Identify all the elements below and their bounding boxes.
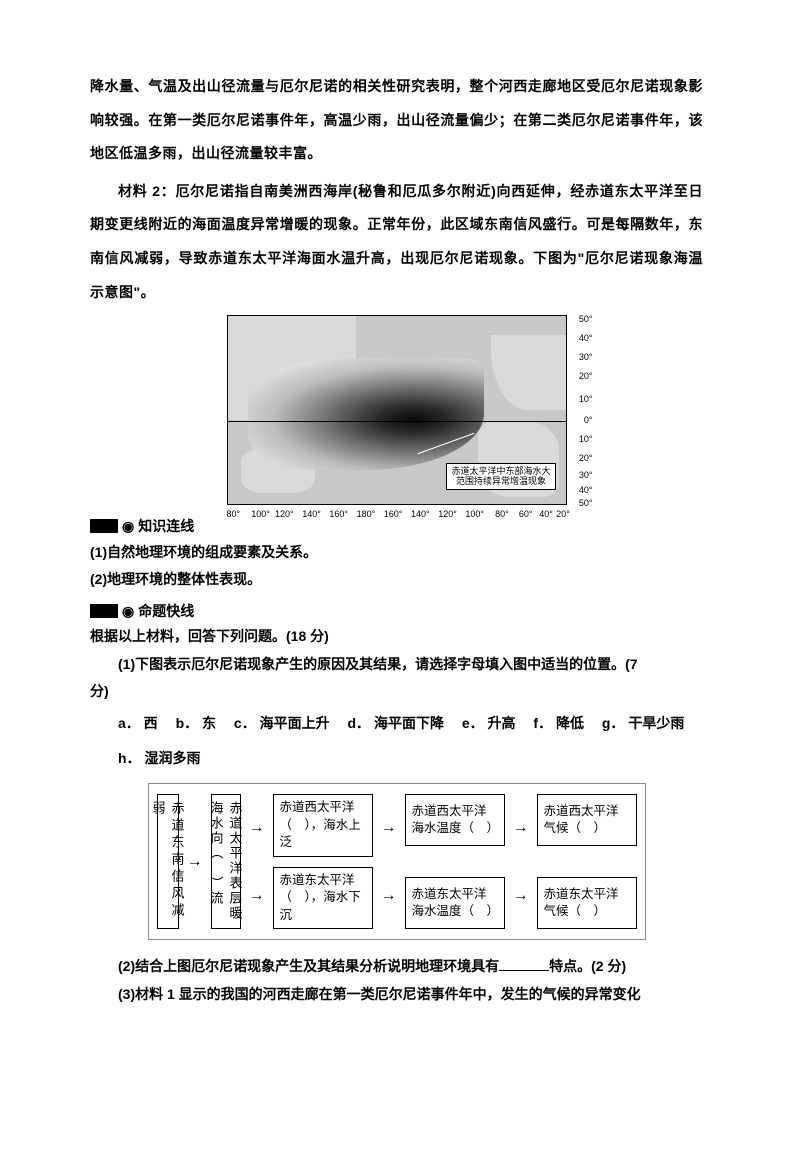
lon-label: 120° bbox=[438, 510, 457, 519]
question-heading: ◉命题快线 bbox=[90, 600, 703, 622]
arrow-icon: → bbox=[511, 819, 531, 837]
lon-label: 100° bbox=[465, 510, 484, 519]
option-h: h． 湿润多雨 bbox=[118, 750, 200, 766]
flowchart: 赤道东南信风减弱 → 赤道太平洋表层暖海水向（ ）流 → → 赤道西太平洋（ ）… bbox=[148, 783, 646, 940]
knowledge-item-2: (2)地理环境的整体性表现。 bbox=[90, 567, 703, 592]
lat-label: 0° bbox=[584, 416, 593, 425]
material-2-lead: 材料 2： bbox=[118, 183, 176, 199]
question-intro: 根据以上材料，回答下列问题。(18 分) bbox=[90, 624, 703, 649]
arrow-icon: → bbox=[247, 887, 267, 905]
flow-cell-e-climate: 赤道东太平洋气候（ ） bbox=[537, 877, 637, 929]
lon-label: 160° bbox=[329, 510, 348, 519]
arrow-icon: → bbox=[247, 819, 267, 837]
option-f: f． 降低 bbox=[533, 715, 584, 731]
lat-label: 40° bbox=[579, 486, 593, 495]
question-title: 命题快线 bbox=[138, 600, 194, 622]
question-2-pre: (2)结合上图厄尔尼诺现象产生及其结果分析说明地理环境具有 bbox=[118, 958, 499, 974]
lat-label: 10° bbox=[579, 395, 593, 404]
lat-label: 50° bbox=[579, 499, 593, 508]
flow-box-wind-weaken: 赤道东南信风减弱 bbox=[157, 794, 179, 929]
lat-label: 40° bbox=[579, 334, 593, 343]
fill-blank[interactable] bbox=[499, 957, 549, 971]
lon-label: 160° bbox=[384, 510, 403, 519]
flow-column-3: 赤道西太平洋气候（ ） 赤道东太平洋气候（ ） bbox=[537, 794, 637, 929]
flow-cell-w-temp: 赤道西太平洋海水温度（ ） bbox=[405, 794, 505, 846]
arrow-column: → → bbox=[511, 794, 531, 929]
question-2: (2)结合上图厄尔尼诺现象产生及其结果分析说明地理环境具有 特点。(2 分) bbox=[90, 954, 703, 979]
options-row-1: a． 西 b． 东 c． 海平面上升 d． 海平面下降 e． 升高 f． 降低 … bbox=[90, 708, 703, 739]
flowchart-figure: 赤道东南信风减弱 → 赤道太平洋表层暖海水向（ ）流 → → 赤道西太平洋（ ）… bbox=[90, 783, 703, 940]
knowledge-title: 知识连线 bbox=[138, 515, 194, 537]
paragraph-2: 材料 2：厄尔尼诺指自南美洲西海岸(秘鲁和厄瓜多尔附近)向西延伸，经赤道东太平洋… bbox=[90, 175, 703, 309]
equator-line bbox=[228, 421, 566, 422]
lon-label: 80° bbox=[226, 510, 240, 519]
heading-bullet-icon: ◉ bbox=[122, 600, 134, 622]
option-d: d． 海平面下降 bbox=[348, 715, 444, 731]
lon-label: 80° bbox=[495, 510, 509, 519]
lat-label: 30° bbox=[579, 471, 593, 480]
flow-cell-w-upwell: 赤道西太平洋（ ），海水上泛 bbox=[273, 794, 373, 857]
option-e: e． 升高 bbox=[462, 715, 516, 731]
flow-box-warm-water: 赤道太平洋表层暖海水向（ ）流 bbox=[211, 794, 241, 929]
lat-label: 30° bbox=[579, 353, 593, 362]
lon-label: 180° bbox=[357, 510, 376, 519]
arrow-icon: → bbox=[379, 887, 399, 905]
arrow-column: → → bbox=[247, 794, 267, 929]
annotation-line-1: 赤道太平洋中东部海水大 bbox=[451, 466, 550, 477]
lon-label: 120° bbox=[275, 510, 294, 519]
map-annotation: 赤道太平洋中东部海水大 范围持续异常增温现象 bbox=[446, 463, 555, 491]
worksheet-page: 降水量、气温及出山径流量与厄尔尼诺的相关性研究表明，整个河西走廊地区受厄尔尼诺现… bbox=[0, 0, 793, 1122]
lat-label: 50° bbox=[579, 315, 593, 324]
option-a: a． 西 bbox=[118, 715, 158, 731]
arrow-icon: → bbox=[379, 819, 399, 837]
material-2-body: 厄尔尼诺指自南美洲西海岸(秘鲁和厄瓜多尔附近)向西延伸，经赤道东太平洋至日期变更… bbox=[90, 183, 703, 300]
flow-cell-e-downwell: 赤道东太平洋（ ），海水下沉 bbox=[273, 867, 373, 930]
map-figure: 赤道太平洋中东部海水大 范围持续异常增温现象 50° 40° 30° 20° 1… bbox=[90, 315, 703, 505]
landmass-namerica bbox=[491, 335, 565, 410]
lon-label: 20° bbox=[556, 510, 570, 519]
question-1-tail: 分) bbox=[90, 679, 703, 704]
paragraph-1: 降水量、气温及出山径流量与厄尔尼诺的相关性研究表明，整个河西走廊地区受厄尔尼诺现… bbox=[90, 70, 703, 171]
flow-column-2: 赤道西太平洋海水温度（ ） 赤道东太平洋海水温度（ ） bbox=[405, 794, 505, 929]
knowledge-item-1: (1)自然地理环境的组成要素及关系。 bbox=[90, 540, 703, 565]
question-3: (3)材料 1 显示的我国的河西走廊在第一类厄尔尼诺事件年中，发生的气候的异常变… bbox=[90, 982, 703, 1007]
warm-sst-anomaly bbox=[248, 358, 485, 471]
lon-label: 140° bbox=[302, 510, 321, 519]
flow-column-1: 赤道西太平洋（ ），海水上泛 赤道东太平洋（ ），海水下沉 bbox=[273, 794, 373, 929]
flow-cell-w-climate: 赤道西太平洋气候（ ） bbox=[537, 794, 637, 846]
options-row-2: h． 湿润多雨 bbox=[90, 743, 703, 774]
annotation-line-2: 范围持续异常增温现象 bbox=[451, 476, 550, 487]
lat-label: 20° bbox=[579, 372, 593, 381]
heading-bullet-icon: ◉ bbox=[122, 515, 134, 537]
sea-temp-map: 赤道太平洋中东部海水大 范围持续异常增温现象 bbox=[227, 315, 567, 505]
option-g: g． 干旱少雨 bbox=[602, 715, 684, 731]
lon-label: 100° bbox=[251, 510, 270, 519]
option-b: b． 东 bbox=[176, 715, 216, 731]
arrow-icon: → bbox=[511, 887, 531, 905]
question-2-post: 特点。(2 分) bbox=[549, 958, 626, 974]
arrow-icon: → bbox=[185, 794, 205, 929]
lon-label: 60° bbox=[519, 510, 533, 519]
option-c: c． 海平面上升 bbox=[234, 715, 330, 731]
heading-block-icon bbox=[90, 519, 118, 533]
arrow-column: → → bbox=[379, 794, 399, 929]
lon-label: 40° bbox=[539, 510, 553, 519]
lat-label: 10° bbox=[579, 435, 593, 444]
lon-label: 140° bbox=[411, 510, 430, 519]
question-1: (1)下图表示厄尔尼诺现象产生的原因及其结果，请选择字母填入图中适当的位置。(7 bbox=[90, 652, 703, 677]
flow-cell-e-temp: 赤道东太平洋海水温度（ ） bbox=[405, 877, 505, 929]
lat-label: 20° bbox=[579, 454, 593, 463]
heading-block-icon bbox=[90, 604, 118, 618]
